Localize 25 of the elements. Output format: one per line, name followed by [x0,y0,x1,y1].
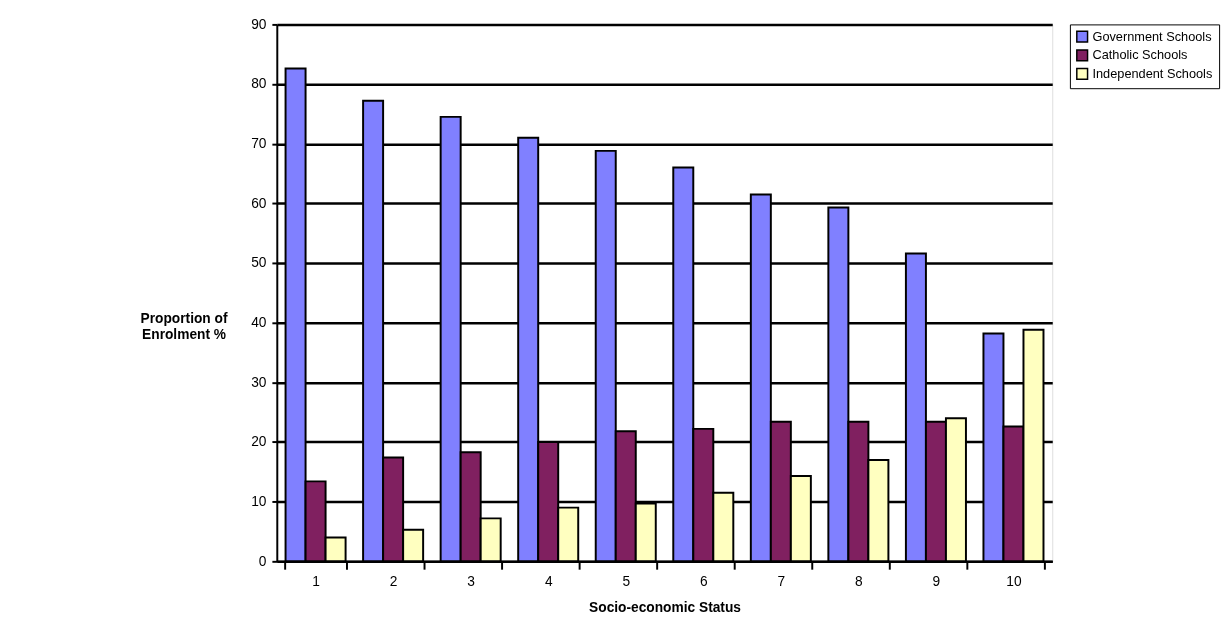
y-tick-label: 40 [251,315,267,331]
x-tick-label: 7 [777,574,786,590]
y-tick-label: 30 [251,374,267,390]
x-tick-label: 8 [855,574,864,590]
x-tick-label: 10 [1006,574,1022,590]
y-tick-label: 0 [258,553,267,569]
y-tick-label: 10 [251,494,267,510]
legend-label: Government Schools [1092,28,1212,44]
x-tick-label: 2 [389,574,398,590]
y-tick-label: 80 [251,76,267,92]
y-tick-label: 60 [251,195,267,211]
y-axis-title: Proportion of Enrolment % [140,311,228,342]
x-tick-label: 6 [699,574,708,590]
legend-label: Catholic Schools [1092,47,1188,63]
x-axis-title: Socio-economic Status [589,599,742,615]
x-tick-label: 4 [544,574,553,590]
y-tick-label: 50 [251,255,267,271]
x-tick-label: 3 [467,574,476,590]
legend-label: Independent Schools [1092,65,1213,81]
y-tick-label: 70 [251,136,267,152]
x-tick-label: 1 [312,574,320,590]
y-tick-label: 90 [251,16,267,32]
y-tick-label: 20 [251,434,267,450]
x-tick-label: 9 [932,574,941,590]
x-tick-label: 5 [622,574,631,590]
